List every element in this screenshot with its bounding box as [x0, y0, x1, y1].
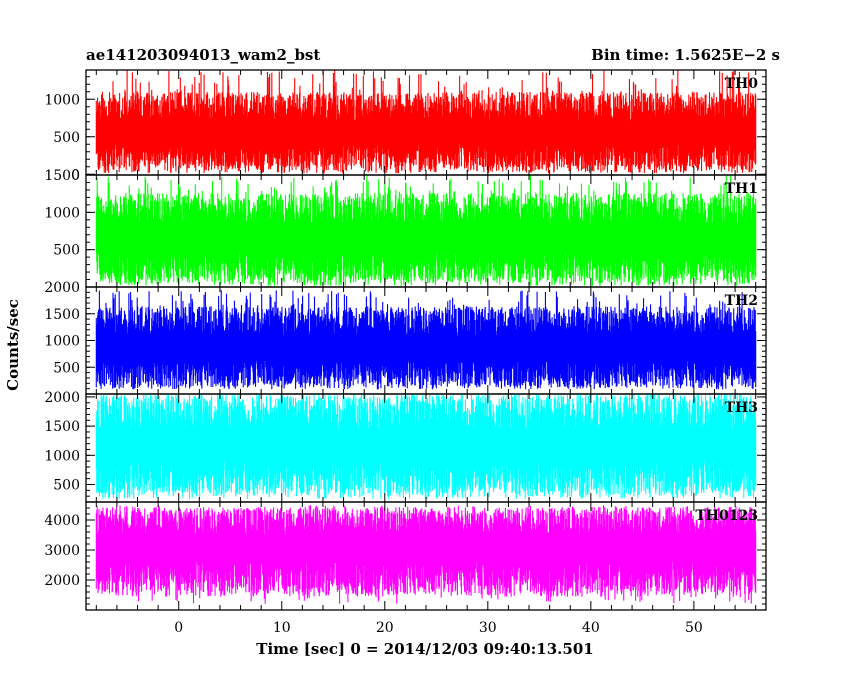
x-tick-label: 0 — [174, 620, 183, 636]
y-tick-label-th0: 1000 — [44, 92, 80, 108]
y-tick-label-th1: 500 — [53, 243, 80, 259]
y-tick-label-th3: 2000 — [44, 390, 80, 406]
x-tick-label: 40 — [582, 620, 600, 636]
series-th0 — [95, 70, 757, 174]
x-axis-label: Time [sec] 0 = 2014/12/03 09:40:13.501 — [256, 640, 593, 658]
y-tick-label-th2: 1500 — [44, 307, 80, 323]
panel-label-th2: TH2 — [725, 293, 758, 309]
y-tick-label-th2: 500 — [53, 360, 80, 376]
y-tick-label-th0123: 3000 — [44, 543, 80, 559]
y-tick-label-th1: 1500 — [44, 168, 80, 184]
header-right-bin-time: Bin time: 1.5625E−2 s — [591, 46, 780, 64]
y-tick-label-th2: 1000 — [44, 334, 80, 350]
x-tick-label: 50 — [685, 620, 703, 636]
x-tick-label: 30 — [479, 620, 497, 636]
y-tick-label-th2: 2000 — [44, 280, 80, 296]
panel-label-th0: TH0 — [725, 76, 759, 92]
y-tick-label-th0: 500 — [53, 130, 80, 146]
series-th2 — [95, 290, 757, 390]
panels-group: 05001000TH050010001500TH1500100015002000… — [44, 69, 767, 636]
series-th0123 — [95, 505, 757, 604]
y-tick-label-th0: 0 — [71, 167, 80, 183]
y-tick-label-th3: 1500 — [44, 419, 80, 435]
y-tick-label-th0123: 2000 — [44, 573, 80, 589]
series-th3 — [95, 394, 757, 499]
y-tick-label-th0123: 4000 — [44, 513, 80, 529]
panel-label-th1: TH1 — [725, 181, 758, 197]
panel-label-th0123: TH0123 — [695, 508, 758, 524]
panel-label-th3: TH3 — [725, 400, 758, 416]
y-tick-label-th3: 500 — [53, 477, 80, 493]
x-tick-label: 10 — [273, 620, 291, 636]
y-tick-label-th3: 1000 — [44, 448, 80, 464]
header-left-title: ae141203094013_wam2_bst — [86, 46, 320, 64]
y-axis-label: Counts/sec — [4, 299, 22, 391]
series-th1 — [95, 175, 757, 286]
y-tick-label-th1: 1000 — [44, 205, 80, 221]
x-tick-label: 20 — [376, 620, 394, 636]
